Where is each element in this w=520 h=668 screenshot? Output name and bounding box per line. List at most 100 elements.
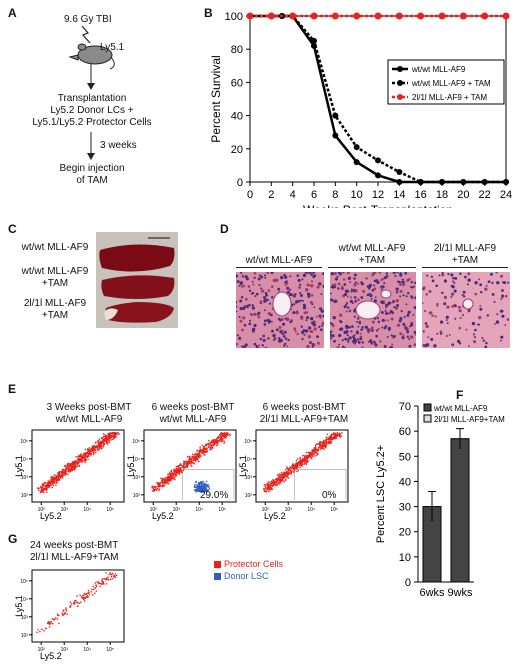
nucleus (384, 309, 387, 312)
cell-dot (199, 446, 201, 448)
cell-dot (113, 437, 115, 440)
y-tick-label: 10⁴ (244, 457, 252, 463)
data-point (417, 12, 425, 20)
nucleus (294, 300, 299, 304)
cell-dot (270, 484, 272, 486)
cell-dot (189, 455, 191, 458)
nucleus (380, 288, 383, 291)
cell-dot (206, 484, 209, 486)
cell-dot (325, 444, 328, 446)
nucleus (270, 296, 274, 299)
nucleus (390, 317, 394, 321)
x-tick-label: 10 (351, 189, 363, 201)
cell-dot (162, 485, 164, 487)
cell-dot (84, 459, 86, 462)
nucleus (491, 292, 495, 296)
cell-dot (202, 452, 205, 454)
cell-dot (202, 484, 204, 487)
cell-dot (82, 594, 84, 597)
cell-dot (313, 448, 315, 451)
cell-dot (210, 448, 212, 451)
cell-dot (198, 486, 200, 488)
cell-dot (93, 445, 96, 448)
nucleus (401, 336, 405, 340)
y-tick-label: 10⁵ (244, 439, 252, 445)
nucleus (459, 272, 462, 276)
nucleus (399, 289, 403, 293)
cell-dot (114, 575, 116, 577)
cell-dot (293, 470, 295, 473)
nucleus (471, 321, 476, 326)
histology-header-1: wt/wt MLL-AF9 (236, 255, 322, 268)
nucleus (402, 333, 405, 336)
cell-dot (207, 442, 209, 445)
cell-dot (191, 460, 193, 462)
cell-dot (229, 434, 231, 436)
nucleus (282, 334, 286, 338)
cell-dot (59, 476, 61, 478)
cell-dot (85, 459, 88, 461)
cell-dot (183, 463, 185, 465)
data-point (481, 12, 489, 20)
cell-dot (90, 447, 93, 449)
nucleus (310, 330, 314, 334)
cell-dot (306, 461, 308, 464)
cell-dot (108, 579, 110, 581)
nucleus (408, 344, 412, 348)
nucleus (439, 330, 443, 334)
cell-dot (65, 467, 67, 469)
cell-dot (58, 478, 61, 480)
cell-dot (53, 482, 56, 484)
x-tick-label: 4 (290, 189, 296, 201)
y-axis-label: Ly5.1 (238, 455, 248, 477)
x-tick-label: 14 (393, 189, 405, 201)
nucleus (465, 328, 468, 331)
flow-plot-4-title-line-2: 2l/1l MLL-AF9+TAM (30, 552, 119, 563)
cell-dot (222, 432, 224, 435)
nucleus (452, 281, 456, 285)
nucleus (380, 300, 384, 304)
cell-dot (73, 603, 75, 605)
cell-dot (283, 472, 286, 474)
cell-dot (96, 448, 99, 450)
nucleus (426, 274, 429, 277)
nucleus (447, 273, 450, 276)
cell-dot (42, 484, 44, 486)
cell-dot (48, 486, 51, 488)
nucleus (297, 278, 301, 283)
nucleus (501, 314, 505, 318)
cell-dot (274, 478, 277, 481)
cell-dot (268, 490, 270, 492)
data-point (332, 132, 339, 139)
nucleus (264, 276, 267, 279)
cell-dot (220, 432, 223, 435)
cell-dot (102, 442, 104, 444)
data-point (396, 179, 403, 185)
cell-dot (265, 484, 267, 486)
cell-dot (169, 475, 171, 478)
cell-dot (158, 483, 161, 486)
arrow-down-icon (87, 132, 95, 160)
cell-dot (205, 451, 207, 453)
cell-dot (103, 438, 106, 440)
legend-label: wt/wt MLL-AF9 (433, 404, 488, 413)
cell-dot (179, 471, 182, 473)
cell-dot (185, 464, 187, 467)
cell-dot (271, 485, 274, 487)
nucleus (345, 303, 348, 306)
cell-dot (277, 475, 280, 478)
cell-dot (218, 439, 220, 442)
cell-dot (48, 484, 50, 486)
cell-dot (83, 596, 85, 599)
cell-dot (204, 488, 207, 490)
cell-dot (194, 456, 196, 458)
cell-dot (84, 597, 87, 599)
cell-dot (41, 488, 44, 491)
cell-dot (268, 487, 270, 489)
cell-dot (332, 432, 335, 434)
nucleus (406, 278, 410, 282)
data-point (332, 112, 339, 119)
spleen-1 (99, 244, 175, 272)
cell-dot (314, 450, 317, 453)
legend-marker (397, 66, 403, 72)
